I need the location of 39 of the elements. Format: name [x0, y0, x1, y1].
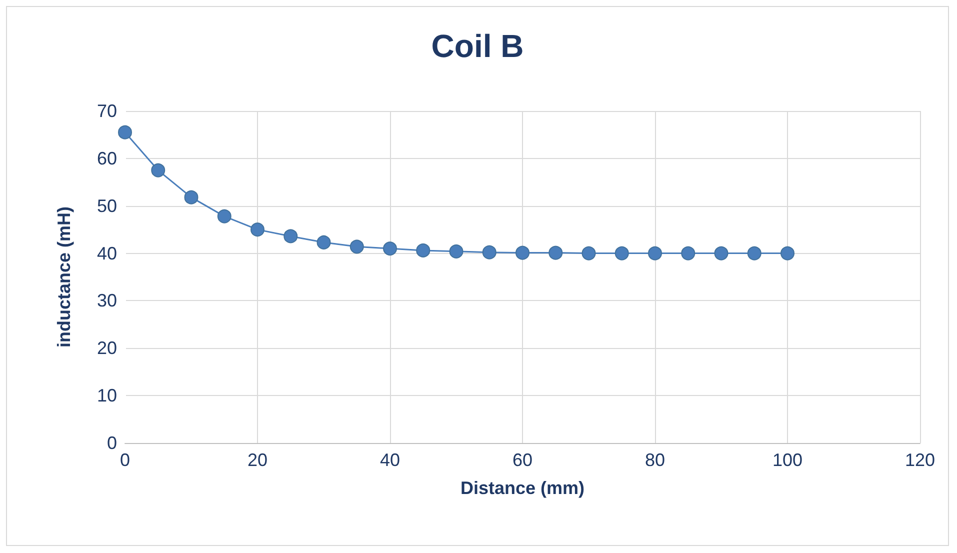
point: [747, 246, 762, 260]
x-tick-label: 40: [380, 450, 400, 470]
x-tick-label: 100: [772, 450, 803, 470]
point: [250, 222, 264, 237]
y-axis-title: inductance (mH): [54, 206, 74, 348]
chart-title: Coil B: [431, 28, 524, 64]
y-tick-label: 50: [96, 196, 117, 216]
point: [416, 243, 430, 258]
point: [648, 246, 662, 260]
point: [151, 163, 166, 178]
y-tick-label: 30: [96, 290, 117, 311]
x-tick-label: 20: [247, 450, 268, 470]
y-tick-label: 10: [96, 386, 117, 406]
point: [714, 246, 728, 260]
y-tick-label: 0: [106, 433, 117, 453]
x-tick-label: 60: [512, 450, 533, 470]
y-tick-label: 70: [96, 101, 117, 121]
point: [516, 246, 530, 260]
x-tick-label: 0: [120, 450, 130, 470]
x-tick-label: 80: [644, 450, 666, 470]
point: [284, 229, 298, 244]
point: [449, 244, 464, 258]
y-tick-label: 20: [96, 338, 117, 358]
point: [184, 190, 198, 204]
point: [350, 240, 364, 254]
point: [482, 245, 496, 260]
x-tick-label: 120: [904, 450, 936, 470]
point: [548, 246, 563, 260]
point: [316, 235, 331, 250]
x-axis-title: Distance (mm): [460, 478, 585, 498]
y-tick-label: 40: [96, 243, 117, 264]
point: [217, 209, 232, 224]
point: [681, 246, 696, 260]
point: [118, 125, 132, 140]
point: [780, 246, 794, 260]
point: [582, 246, 596, 260]
y-tick-label: 60: [96, 148, 117, 168]
point: [614, 246, 629, 260]
point: [383, 242, 397, 256]
